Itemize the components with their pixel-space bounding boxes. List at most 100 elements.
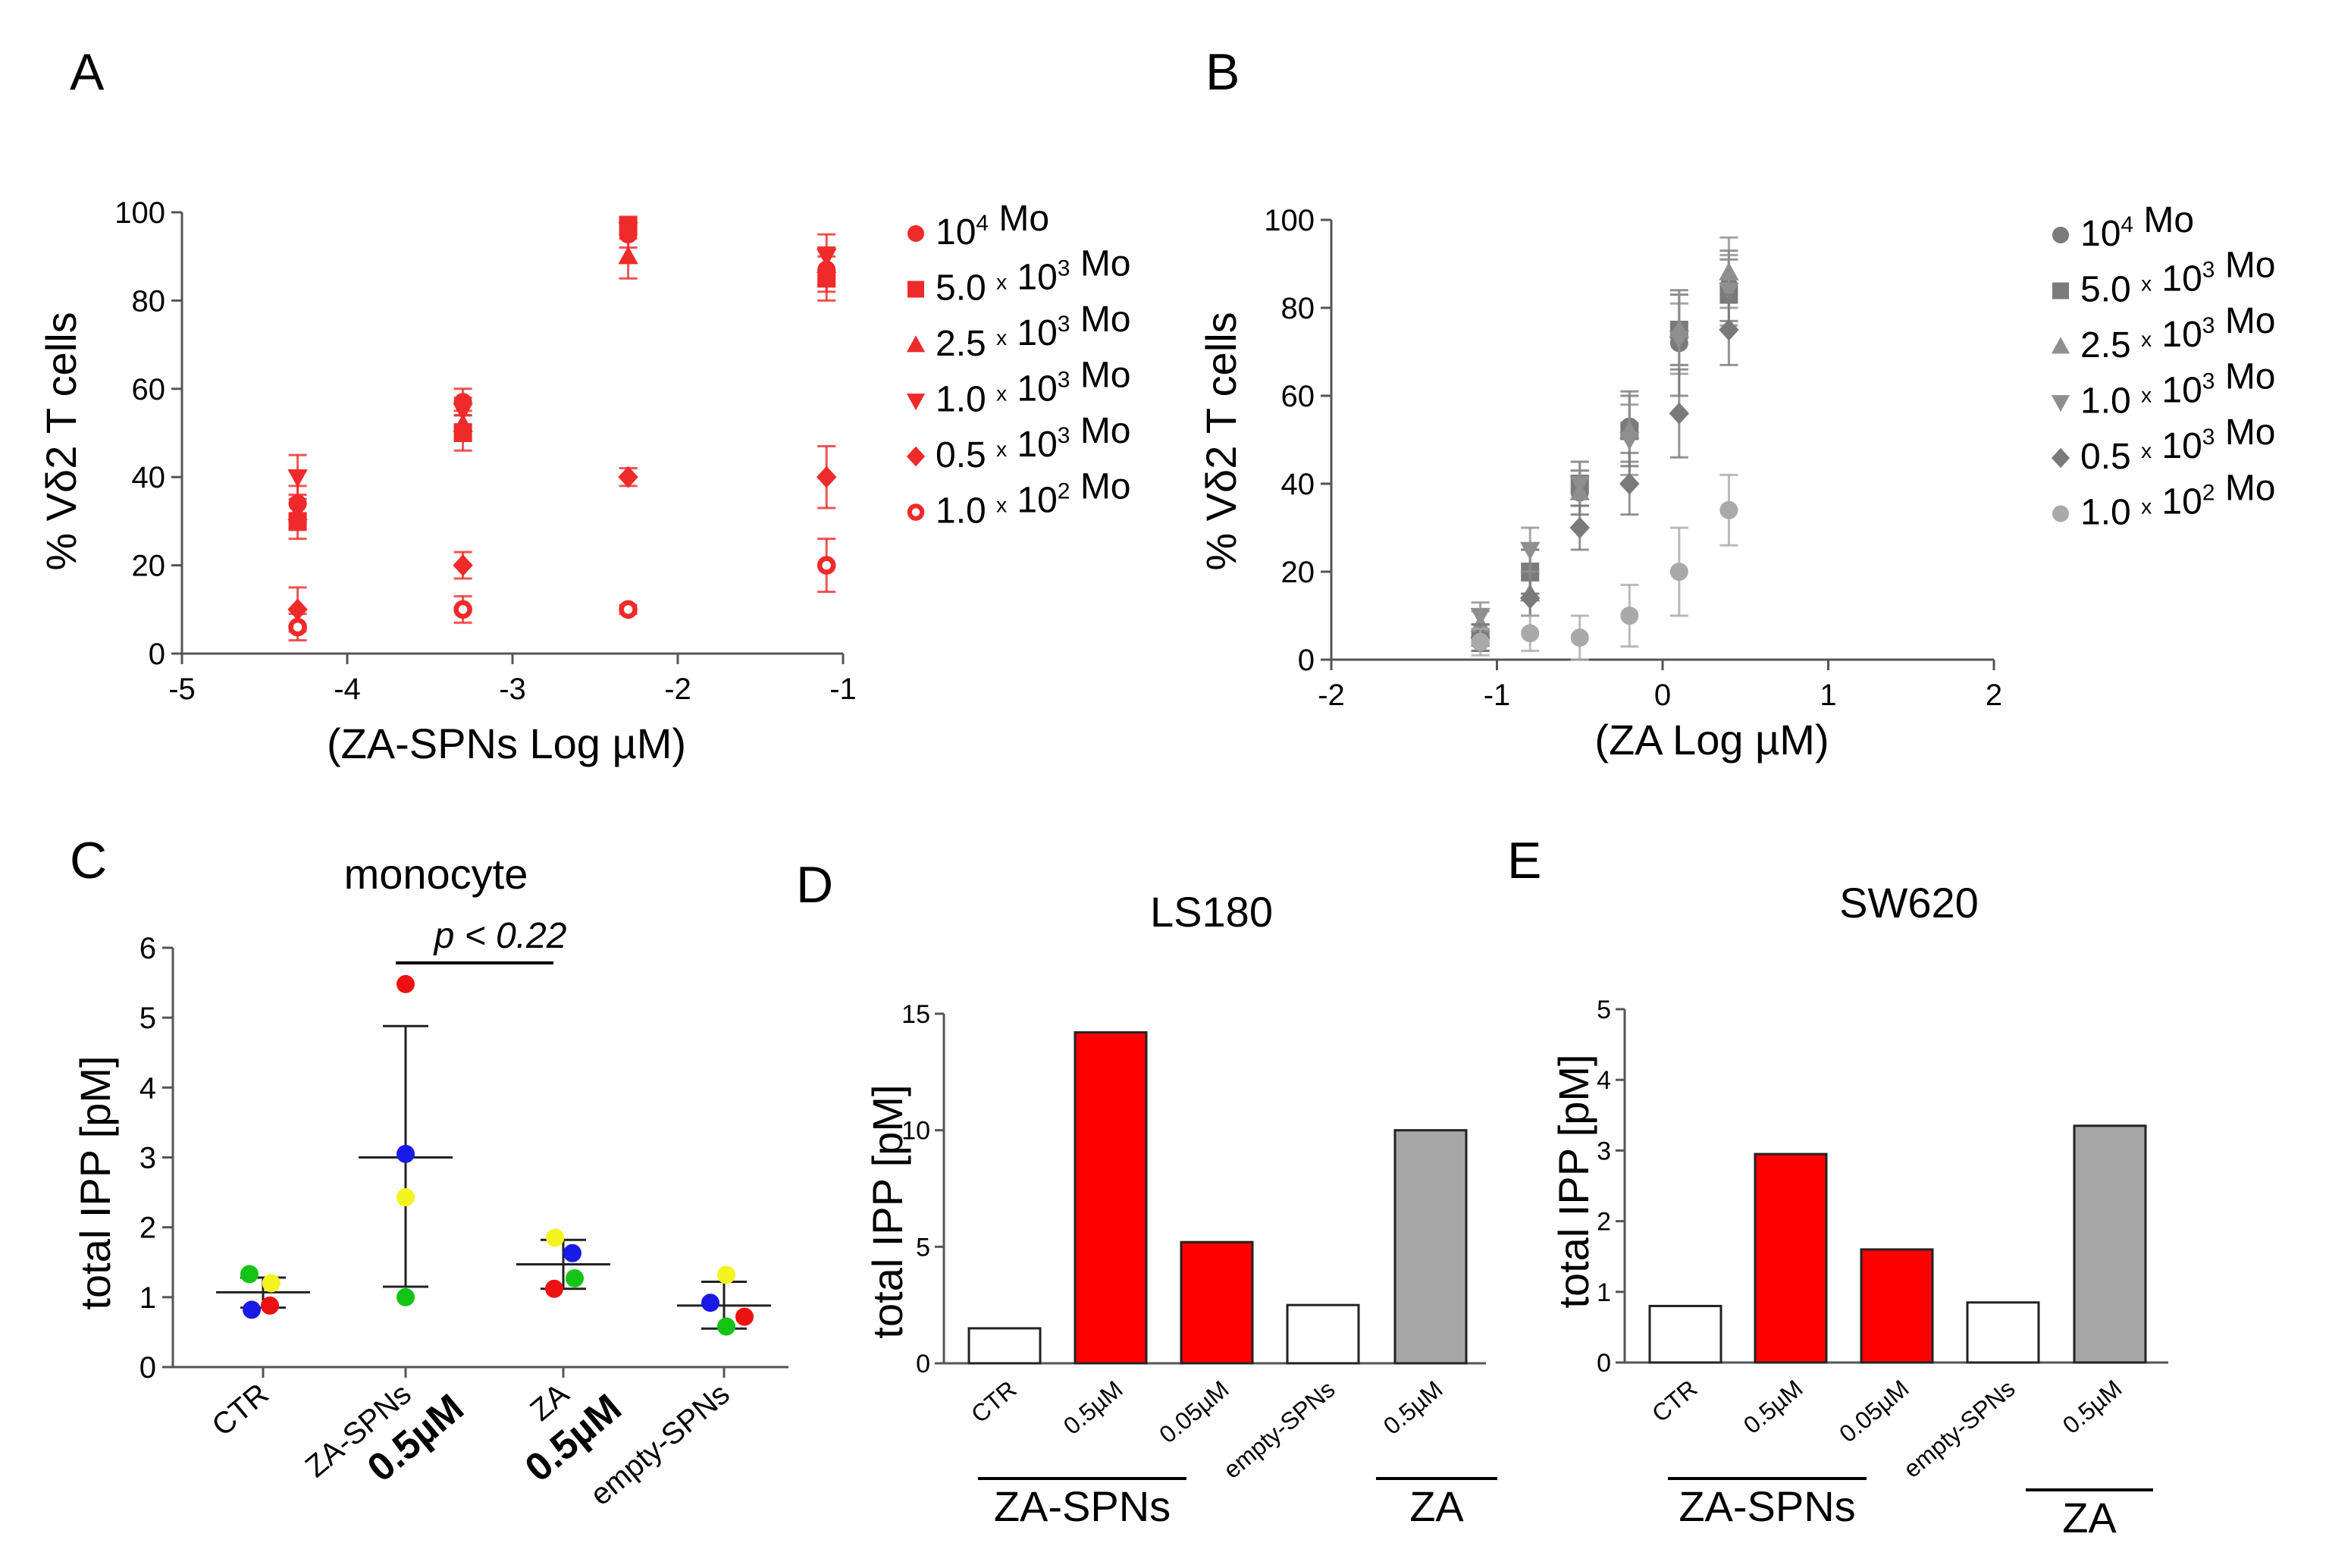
panel-a-x-tick-label: -5 (168, 673, 196, 706)
panel-letter-b: B (1205, 43, 1240, 101)
legend-text-part: 3 (1058, 368, 1070, 393)
panel-b-point (1471, 632, 1490, 651)
panel-c-y-axis-label: total IPP [pM] (71, 1055, 119, 1309)
panel-c-point (735, 1307, 754, 1326)
panel-a-point (817, 556, 836, 575)
panel-b-legend-marker-3 (2051, 395, 2070, 412)
panel-b-point (1570, 629, 1589, 647)
legend-text-part: Mo (1070, 299, 1130, 340)
panel-d-y-tick-label: 15 (901, 1000, 930, 1029)
legend-text-part: 10 (2152, 259, 2202, 299)
panel-c-y-tick-label: 1 (139, 1281, 156, 1315)
panel-letter-a: A (70, 43, 105, 101)
legend-text-part: 10 (2080, 214, 2121, 254)
panel-d-title: LS180 (1150, 888, 1273, 936)
panel-c-point (240, 1265, 259, 1284)
panel-a-x-tick-label: -3 (499, 673, 526, 706)
panel-d-category-label: 0.5µM (1058, 1375, 1128, 1440)
legend-text-part: 10 (1007, 425, 1058, 465)
panel-d-bar (1180, 1240, 1254, 1365)
panel-b-legend-label-1: 5.0 x 103 Mo (2080, 246, 2276, 310)
legend-text-part: 10 (2152, 426, 2202, 466)
panel-a-legend: 104 Mo5.0 x 103 Mo2.5 x 103 Mo1.0 x 103 … (906, 199, 1131, 532)
panel-b-y-tick-label: 80 (1281, 292, 1315, 325)
panel-e-bar (1648, 1304, 1722, 1364)
panel-a-legend-marker-2 (906, 335, 926, 353)
panel-e-y-tick-label: 5 (1597, 996, 1611, 1024)
panel-b-legend-marker-2 (2051, 337, 2070, 354)
legend-text-part: 1.0 (936, 491, 996, 532)
panel-e-category-label: CTR (1647, 1375, 1703, 1428)
panel-a-legend-label-4: 0.5 x 103 Mo (936, 411, 1131, 475)
panel-b-y-tick-label: 60 (1281, 380, 1315, 413)
panel-e-y-tick-label: 3 (1597, 1137, 1611, 1165)
panel-c-point (397, 1287, 415, 1306)
panel-b-point (1719, 282, 1739, 301)
legend-text-part: 10 (1007, 313, 1058, 353)
panel-e-y-tick-label: 1 (1597, 1278, 1611, 1307)
panel-a-point (453, 554, 473, 576)
panel-c-point (261, 1296, 279, 1315)
panel-letter-c: C (70, 832, 107, 889)
legend-text-part: x (996, 271, 1007, 294)
panel-b-x-tick-label: 0 (1654, 679, 1671, 712)
panel-b-legend-marker-0 (2052, 227, 2069, 243)
panel-d-bar (967, 1327, 1042, 1365)
panel-b-marks (1470, 236, 1739, 661)
panel-e-marks: ZA-SPNs ZA (1648, 1124, 2153, 1541)
panel-e-y-tick-label: 0 (1597, 1349, 1611, 1378)
panel-b-legend-label-3: 1.0 x 103 Mo (2080, 357, 2276, 422)
legend-text-part: 10 (1007, 258, 1058, 298)
panel-b-y-tick-label: 100 (1264, 204, 1315, 237)
panel-b-y-axis-label: % Vδ2 T cells (1197, 312, 1245, 570)
panel-a-legend-label-5: 1.0 x 102 Mo (936, 467, 1131, 532)
panel-e-y-tick-label: 2 (1597, 1208, 1611, 1237)
panel-d-group-label: ZA-SPNs (994, 1482, 1171, 1530)
legend-text-part: 3 (1058, 312, 1070, 337)
panel-a-y-tick-label: 20 (132, 550, 166, 583)
panel-c-y-tick-label: 6 (139, 932, 156, 965)
panel-e-category-label: 0.05µM (1834, 1375, 1914, 1448)
panel-a-y-axis-label: % Vδ2 T cells (37, 312, 85, 570)
panel-a-x-tick-label: -1 (829, 673, 857, 706)
legend-text-part: Mo (2133, 200, 2194, 240)
panel-b-legend-marker-4 (2051, 447, 2070, 469)
legend-text-part: 1.0 (2080, 381, 2141, 422)
panel-b-point (1569, 475, 1590, 494)
panel-b-x-axis-label: (ZA Log µM) (1594, 716, 1829, 764)
panel-c-point (243, 1300, 261, 1319)
panel-c-point (717, 1265, 735, 1284)
panel-b-x-tick-label: -2 (1318, 679, 1345, 712)
panel-a-marks (287, 215, 837, 642)
legend-text-part: x (996, 494, 1007, 517)
legend-text-part: Mo (1070, 244, 1130, 284)
panel-b-point (1520, 541, 1541, 560)
panel-a-x-tick-label: -4 (334, 673, 361, 706)
panel-a-y-tick-label: 100 (114, 196, 165, 230)
legend-text-part: x (2141, 272, 2152, 296)
legend-text-part: 4 (976, 211, 989, 236)
panel-d-bar (1393, 1129, 1468, 1365)
legend-text-part: Mo (2215, 357, 2275, 397)
panel-d-category-label: 0.5µM (1378, 1375, 1448, 1440)
panel-e-y-tick-label: 4 (1597, 1066, 1611, 1095)
legend-text-part: 10 (2152, 315, 2202, 355)
panel-a-point (817, 249, 837, 267)
panel-a-legend-label-1: 5.0 x 103 Mo (936, 244, 1131, 309)
panel-c-point (397, 1188, 415, 1207)
panel-e-category-label: 0.5µM (1738, 1375, 1808, 1439)
legend-text-part: Mo (1070, 356, 1130, 396)
panel-d-y-tick-label: 0 (916, 1350, 930, 1378)
panel-b-y-tick-label: 40 (1281, 468, 1315, 501)
legend-text-part: Mo (1070, 467, 1130, 507)
panel-a-y-tick-label: 40 (132, 461, 166, 494)
legend-text-part: 2.5 (2080, 325, 2141, 365)
legend-text-part: x (996, 326, 1007, 350)
panel-a-y-tick-label: 80 (132, 284, 166, 318)
legend-text-part: x (996, 382, 1007, 406)
legend-text-part: 0.5 (936, 435, 996, 475)
panel-c-point (701, 1294, 719, 1312)
panel-a-legend-marker-5 (907, 503, 925, 521)
panel-c-y-tick-label: 2 (139, 1212, 156, 1245)
